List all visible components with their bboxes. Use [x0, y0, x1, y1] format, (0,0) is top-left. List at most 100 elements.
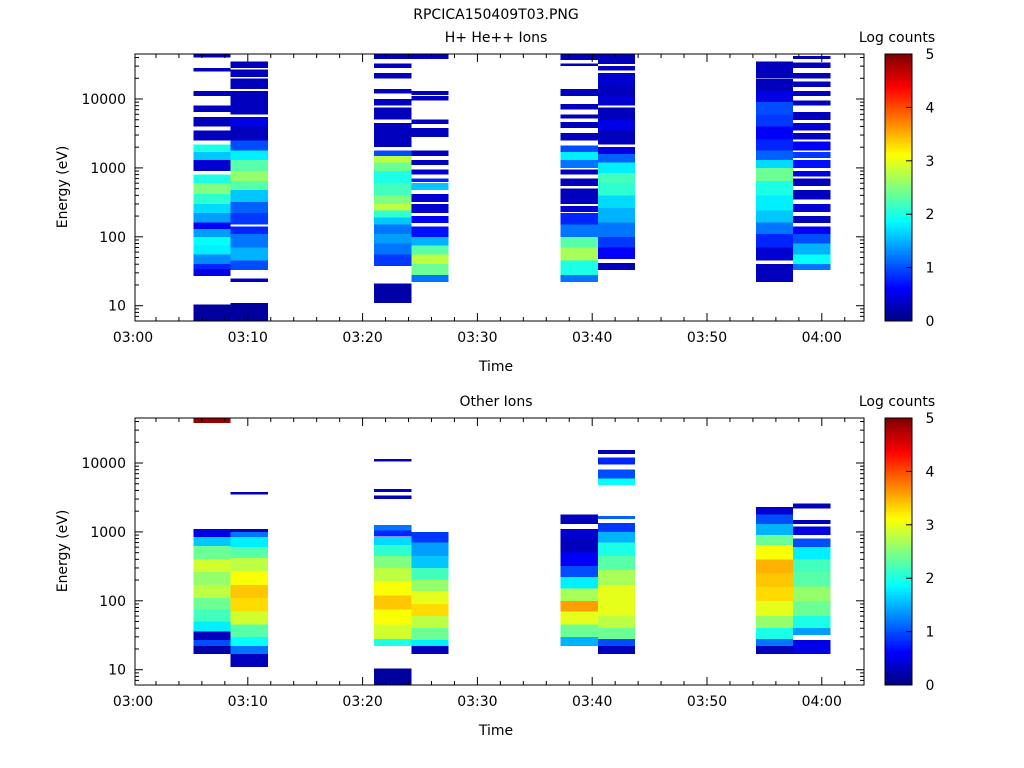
colorbar-segment [885, 80, 912, 84]
heatmap-cell [597, 600, 636, 617]
colorbar-segment [885, 236, 912, 240]
colorbar-segment [885, 458, 912, 461]
colorbar-segment [885, 96, 912, 100]
colorbar-segment [885, 602, 912, 606]
colorbar-segment [885, 136, 912, 140]
heatmap-cell [755, 535, 794, 545]
colorbar-segment [885, 314, 912, 318]
colorbar-segment [885, 247, 912, 251]
heatmap-cell [374, 536, 412, 545]
y-tick-label: 10 [108, 299, 126, 315]
heatmap-cell [560, 206, 598, 212]
heatmap-cell [193, 584, 231, 598]
heatmap-cell [755, 628, 794, 639]
heatmap-cell [411, 616, 449, 629]
heatmap-cell [755, 102, 794, 115]
colorbar-segment [885, 578, 912, 582]
heatmap-cell [230, 571, 268, 585]
heatmap-cell [793, 526, 831, 536]
heatmap-cell [374, 283, 412, 303]
heatmap-cell [193, 640, 231, 647]
colorbar-segment [885, 185, 912, 189]
colorbar-segment [885, 596, 912, 599]
heatmap-cell [374, 638, 412, 647]
heatmap-cell [374, 183, 412, 196]
colorbar-segment [885, 189, 912, 193]
heatmap-cell [793, 628, 831, 635]
colorbar-segment [885, 426, 912, 430]
heatmap-cell [193, 193, 231, 204]
heatmap-cell [411, 646, 449, 654]
heatmap-cell [193, 572, 231, 585]
heatmap-cell [230, 247, 268, 261]
colorbar-segment [885, 442, 912, 446]
heatmap-cell [793, 133, 831, 140]
heatmap-cell [230, 646, 268, 654]
colorbar-segment [885, 254, 912, 258]
colorbar-segment [885, 218, 912, 222]
heatmap-cell [560, 514, 598, 518]
heatmap-cell [560, 133, 598, 141]
colorbar-segment [885, 429, 912, 432]
colorbar-segment [885, 252, 912, 255]
heatmap-cell [793, 600, 831, 617]
colorbar-frame [884, 417, 913, 686]
heatmap-cell [374, 581, 412, 596]
colorbar-segment [885, 486, 912, 490]
heatmap-cell [597, 130, 636, 145]
colorbar-segment [885, 191, 912, 195]
heatmap-cell [560, 54, 598, 60]
colorbar-segment [885, 653, 912, 657]
heatmap-cell [597, 522, 636, 532]
colorbar-tick-label: 5 [926, 411, 935, 427]
heatmap-cell [560, 236, 598, 248]
heatmap-cell [560, 611, 598, 625]
heatmap-cell [793, 226, 831, 234]
colorbar-segment [885, 127, 912, 131]
heatmap-cell [755, 61, 794, 79]
heatmap-cell [411, 542, 449, 556]
heatmap-cell [411, 178, 449, 183]
heatmap-cell [193, 105, 231, 112]
colorbar-segment [885, 116, 912, 120]
heatmap-cell [193, 130, 231, 141]
heatmap-cell [230, 150, 268, 160]
colorbar-segment [885, 312, 912, 315]
colorbar-segment [885, 98, 912, 102]
heatmap-cell [374, 624, 412, 639]
heatmap-cell [193, 264, 231, 270]
colorbar-segment [885, 285, 912, 289]
heatmap-cell [597, 195, 636, 209]
heatmap-cell [411, 245, 449, 255]
heatmap-cell [755, 160, 794, 168]
heatmap-cell [793, 616, 831, 629]
colorbar-segment [885, 232, 912, 235]
colorbar-tick-label: 3 [926, 518, 935, 534]
heatmap-cell [793, 122, 831, 131]
x-tick-label: 03:40 [572, 694, 612, 710]
colorbar-segment [885, 544, 912, 548]
heatmap-cell [597, 222, 636, 237]
colorbar-segment [885, 196, 912, 200]
heatmap-cell [597, 449, 636, 454]
heatmap-cell [793, 141, 831, 151]
colorbar-label: Log counts [859, 394, 935, 410]
colorbar-segment [885, 478, 912, 481]
x-tick-label: 03:40 [572, 330, 612, 346]
heatmap-cell [597, 66, 636, 71]
heatmap-cell [230, 140, 268, 151]
heatmap-cell [597, 457, 636, 465]
colorbar-frame [884, 53, 913, 322]
colorbar-segment [885, 60, 912, 64]
heatmap-cell [597, 208, 636, 223]
x-tick-label: 03:50 [687, 694, 727, 710]
colorbar-segment [885, 638, 912, 642]
colorbar-segment [885, 509, 912, 513]
heatmap-cell [374, 555, 412, 568]
colorbar-segment [885, 609, 912, 613]
x-tick-label: 03:00 [113, 694, 153, 710]
heatmap-cell [560, 63, 598, 67]
colorbar-segment [885, 318, 912, 322]
colorbar-segment [885, 85, 912, 88]
colorbar-segment [885, 102, 912, 106]
